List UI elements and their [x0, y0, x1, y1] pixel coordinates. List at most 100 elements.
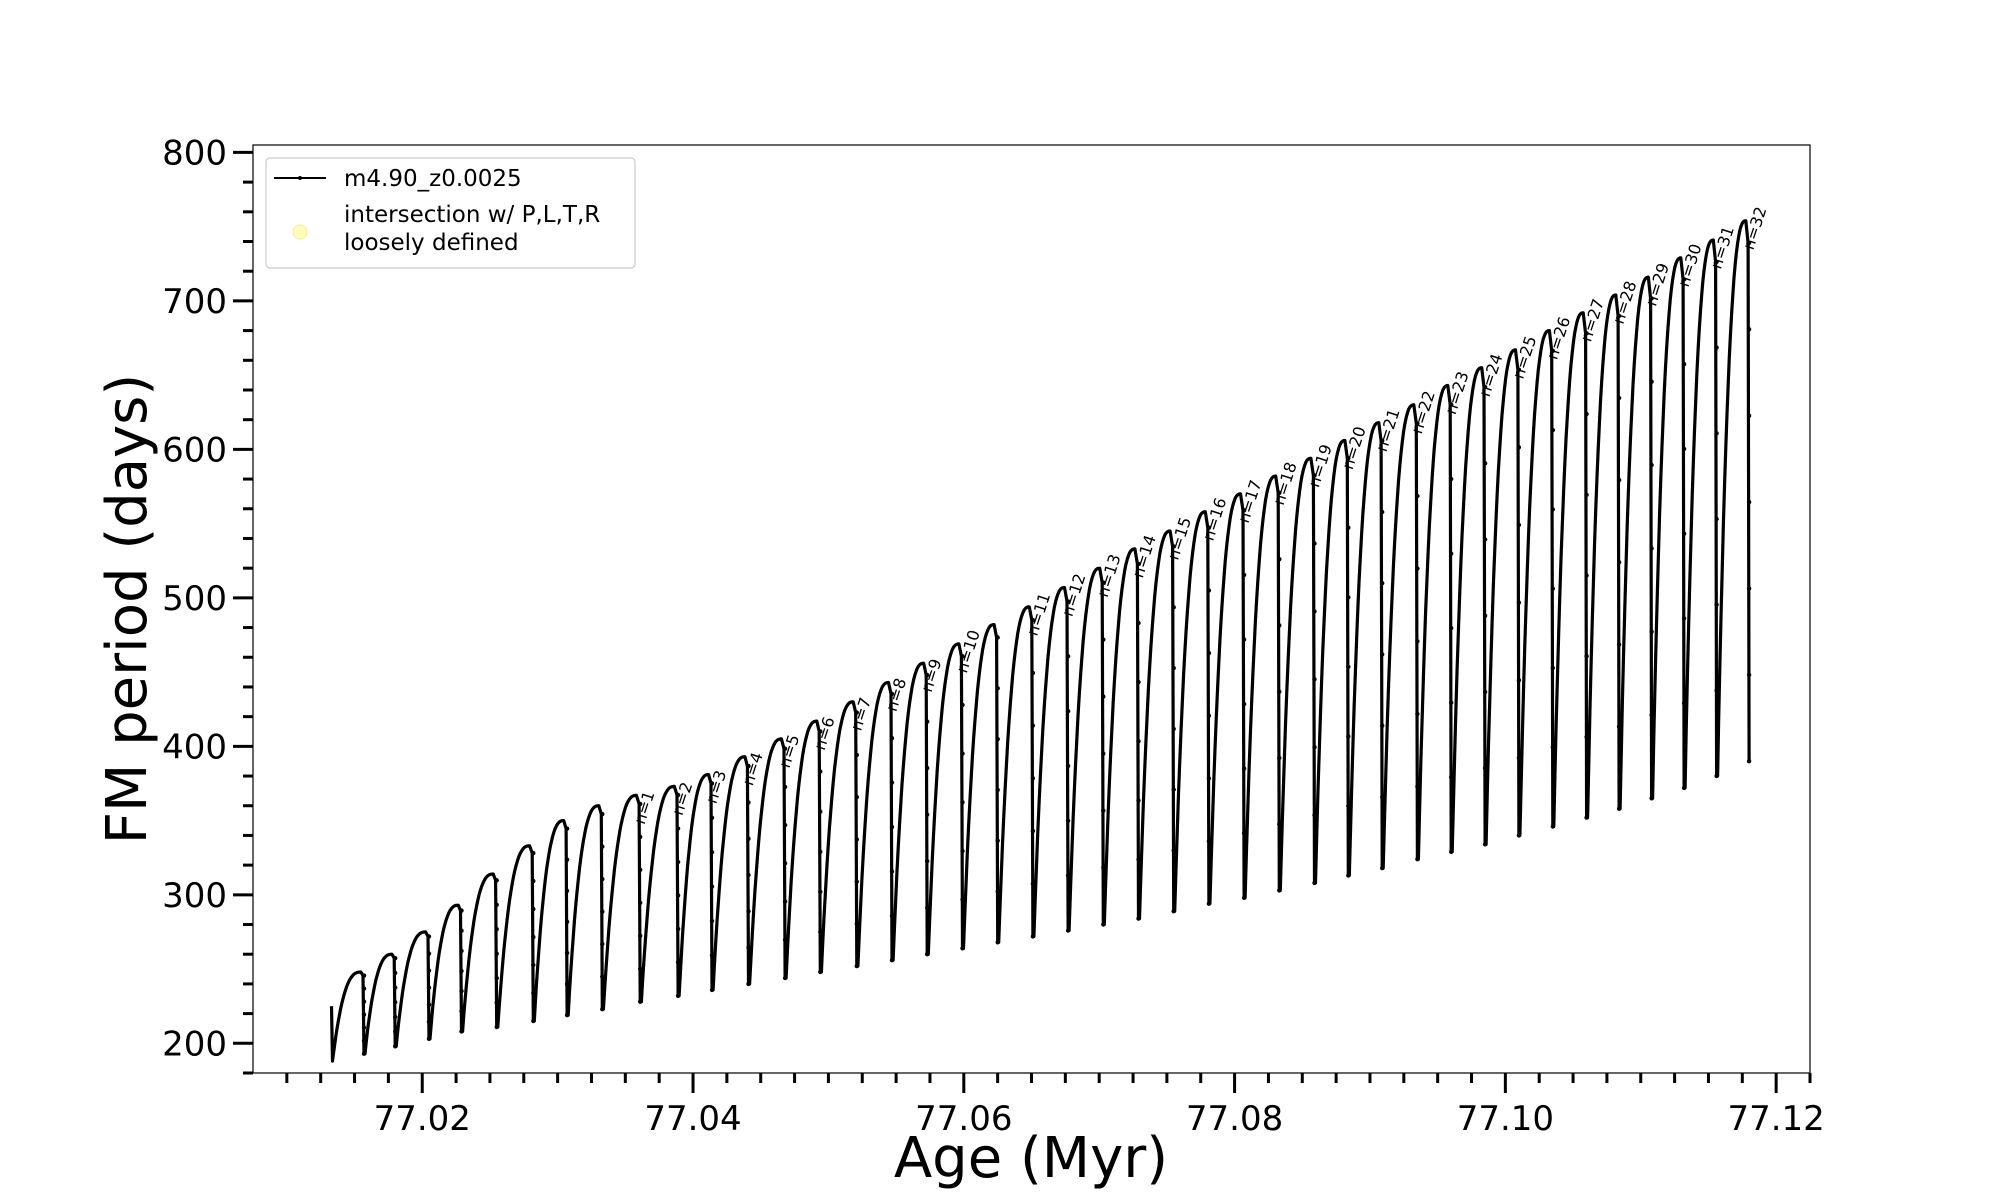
series-point — [1681, 785, 1687, 791]
series-point — [1449, 402, 1454, 407]
series-point — [995, 787, 1000, 793]
series-point — [494, 927, 499, 932]
series-point — [1346, 525, 1351, 530]
series-point — [1030, 670, 1036, 676]
series-point — [925, 812, 930, 817]
series-point — [1584, 411, 1589, 417]
series-point — [1136, 798, 1141, 803]
series-point — [1616, 560, 1622, 565]
series-point — [818, 929, 823, 935]
series-point — [1312, 812, 1317, 818]
y-axis: 200 300 400 500 600 700 800 — [162, 133, 253, 1075]
series-point — [1101, 637, 1106, 642]
series-point — [1584, 815, 1589, 820]
series-point — [854, 752, 859, 758]
series-point — [782, 899, 788, 904]
x-tick-label: 77.10 — [1457, 1099, 1554, 1139]
series-point — [1746, 499, 1752, 505]
series-point — [1616, 477, 1622, 483]
series-point — [782, 975, 788, 981]
series-point — [361, 1025, 367, 1030]
series-point — [1277, 689, 1282, 694]
series-point — [889, 958, 895, 963]
series-point — [1312, 745, 1317, 750]
series-point — [889, 869, 895, 874]
series-layer — [329, 219, 1752, 1063]
series-point — [1101, 751, 1106, 756]
series-point — [1380, 794, 1385, 800]
series-point — [1065, 599, 1071, 604]
series-point — [1482, 613, 1488, 618]
series-point — [600, 941, 605, 947]
legend-label-line: intersection w/ P,L,T,R — [344, 202, 600, 228]
series-point — [1681, 616, 1687, 621]
series-point — [925, 672, 930, 678]
series-point — [1516, 833, 1522, 838]
series-point — [1746, 672, 1752, 677]
series-point — [854, 837, 859, 842]
series-point — [854, 963, 859, 969]
series-line — [329, 219, 1751, 1063]
series-point — [925, 952, 930, 957]
legend-label-marker: intersection w/ P,L,T,R loosely defined — [344, 202, 600, 256]
series-point — [1746, 240, 1752, 246]
series-point — [995, 889, 1000, 894]
series-point — [1065, 928, 1071, 933]
series-point — [1380, 438, 1385, 443]
series-point — [494, 1024, 499, 1030]
series-point — [564, 826, 570, 831]
series-point — [960, 848, 965, 854]
series-point — [1171, 665, 1176, 671]
series-point — [1206, 650, 1212, 656]
x-tick-label: 77.08 — [1186, 1099, 1283, 1139]
series-point — [600, 974, 605, 979]
series-point — [494, 902, 499, 907]
series-point — [1065, 763, 1071, 769]
series-point — [1206, 901, 1212, 906]
y-tick-label: 200 — [162, 1024, 227, 1064]
series-point — [1206, 776, 1212, 781]
series-point — [1449, 775, 1454, 780]
series-point — [531, 906, 536, 912]
series-point — [564, 919, 570, 924]
series-point — [1415, 421, 1420, 426]
series-point — [1649, 462, 1654, 468]
series-point — [675, 893, 681, 898]
series-point — [1714, 259, 1719, 265]
series-point — [1616, 313, 1622, 319]
series-point — [1277, 623, 1282, 628]
series-point — [1030, 828, 1036, 834]
series-point — [459, 928, 464, 933]
series-point — [1714, 688, 1719, 693]
series-point — [889, 780, 895, 785]
series-point — [1616, 724, 1622, 729]
series-point — [1550, 824, 1556, 829]
legend: m4.90_z0.0025 intersection w/ P,L,T,R loo… — [265, 157, 636, 269]
series-point — [361, 999, 367, 1004]
series-point — [1649, 629, 1654, 634]
series-point — [361, 986, 367, 991]
y-tick-label: 800 — [162, 133, 227, 173]
series-point — [925, 905, 930, 910]
series-point — [1584, 654, 1589, 659]
series-point — [1241, 831, 1247, 836]
series-point — [1101, 694, 1106, 699]
series-point — [1101, 922, 1106, 927]
series-point — [426, 1019, 432, 1024]
series-point — [1312, 609, 1317, 614]
series-point — [1584, 573, 1589, 578]
series-point — [1746, 586, 1752, 591]
series-point — [638, 966, 643, 971]
series-point — [1516, 755, 1522, 760]
series-point — [1277, 557, 1282, 562]
series-point — [459, 968, 464, 974]
series-point — [889, 913, 895, 918]
series-point — [1616, 806, 1622, 811]
series-point — [426, 1002, 432, 1007]
series-point — [746, 836, 751, 841]
series-point — [1714, 773, 1719, 779]
series-point — [1277, 755, 1282, 761]
series-point — [960, 800, 965, 805]
y-tick-label: 400 — [162, 727, 227, 767]
series-point — [818, 969, 823, 975]
